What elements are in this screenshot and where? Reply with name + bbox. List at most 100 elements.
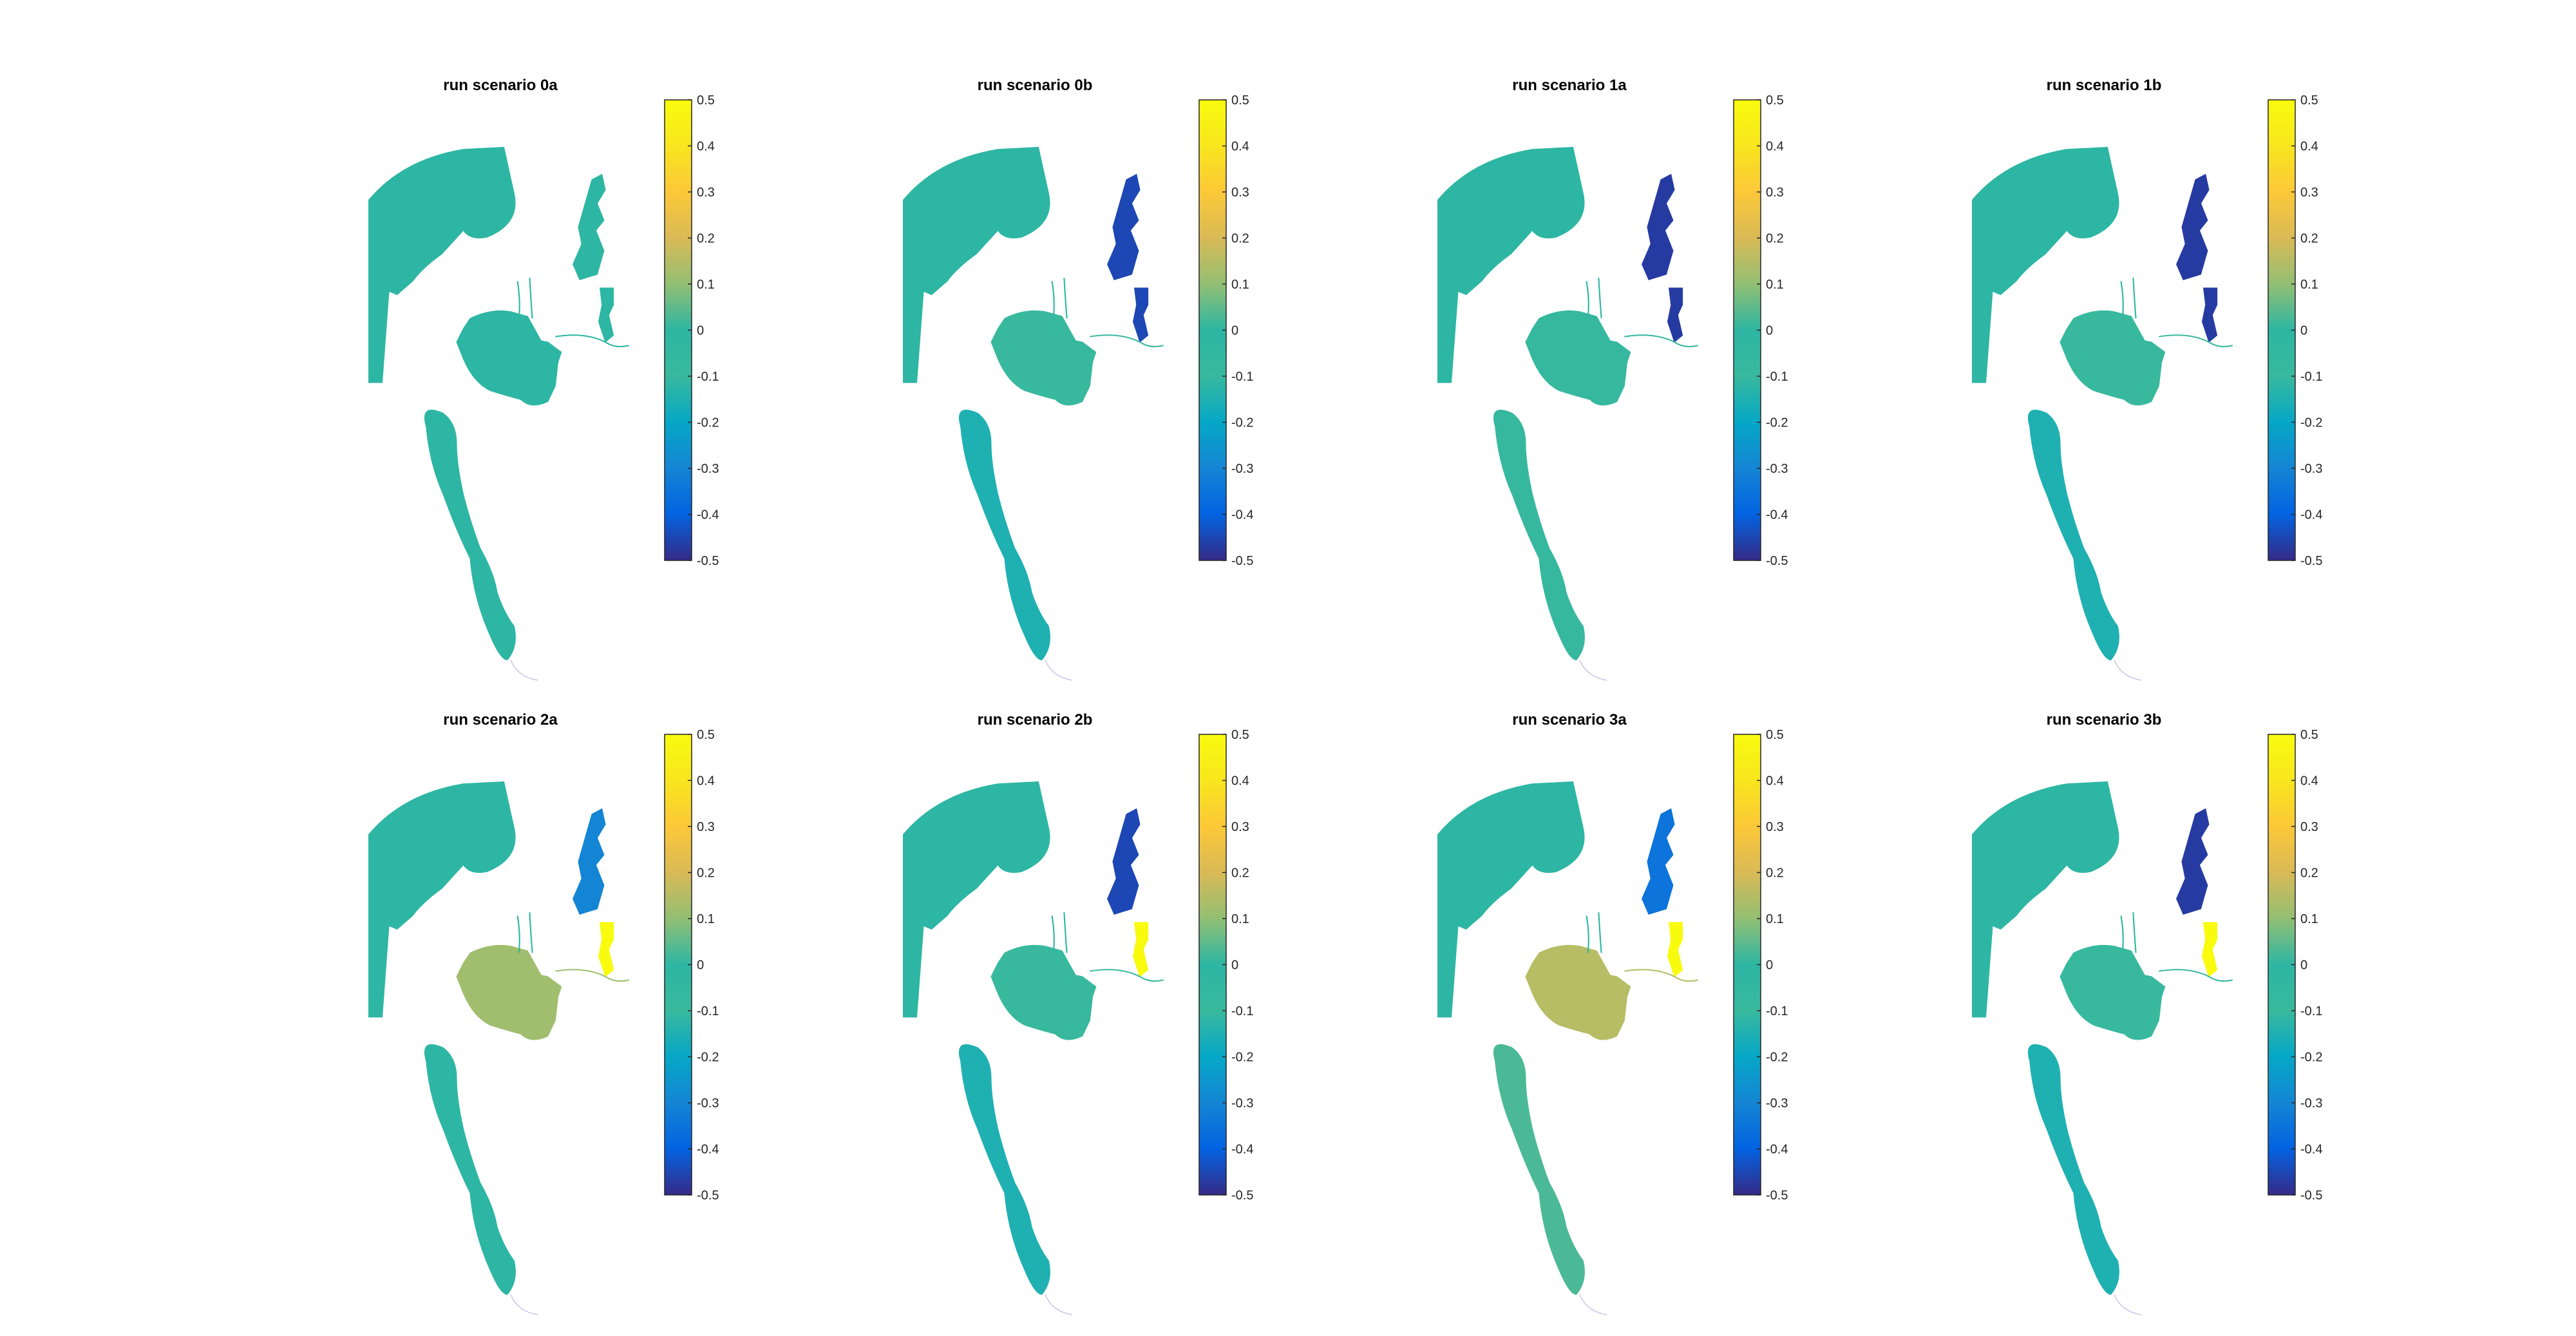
region-north-sea: [902, 781, 1050, 1018]
colorbar-tick-label: -0.2: [2300, 416, 2322, 430]
panel-3: run scenario 1a 0.5 0.4 0.3 0.2 0.1 0 -0.1 -0.2 -…: [1437, 77, 1788, 681]
panel-5: run scenario 2a 0.5 0.4 0.3 0.2 0.1 0 -0.1 -0.2 -…: [368, 711, 719, 1315]
colorbar-tick-label: 0.5: [1231, 93, 1249, 108]
map-plot: [368, 781, 630, 1315]
river-channel: [1090, 334, 1164, 348]
river-channel: [1045, 1294, 1073, 1315]
colorbar-tick-label: 0.1: [1231, 278, 1249, 292]
river-channel: [516, 912, 533, 953]
panel-title: run scenario 3a: [1512, 711, 1627, 729]
region-basin: [1525, 944, 1631, 1040]
colorbar-tick-label: -0.1: [2300, 1004, 2322, 1018]
colorbar: [664, 99, 692, 561]
panel-title: run scenario 0a: [443, 77, 558, 94]
colorbar-tick-label: 0.2: [2300, 232, 2318, 246]
map-plot: [1437, 147, 1699, 681]
panel-title: run scenario 2b: [978, 711, 1093, 729]
colorbar-tick-label: -0.2: [1766, 1051, 1788, 1065]
region-basin: [456, 944, 562, 1040]
river-channel: [1051, 912, 1068, 953]
map-plot: [1437, 781, 1699, 1315]
colorbar-tick-label: -0.4: [1766, 508, 1788, 522]
colorbar-tick-label: -0.2: [1231, 1051, 1253, 1065]
colorbar-tick-label: -0.1: [1231, 370, 1253, 384]
region-south-estuary: [424, 410, 516, 661]
colorbar-tick-label: 0.5: [1766, 93, 1784, 108]
colorbar-tick-label: -0.1: [2300, 370, 2322, 384]
colorbar-tick-label: 0.3: [2300, 820, 2318, 834]
colorbar-tick-label: -0.1: [1231, 1004, 1253, 1018]
colorbar-tick-label: 0.3: [2300, 186, 2318, 200]
region-south-estuary: [2027, 410, 2119, 661]
colorbar-tick-label: 0.5: [2300, 93, 2318, 108]
colorbar-tick-label: 0.5: [697, 93, 715, 108]
river-channel: [2159, 969, 2233, 982]
river-channel: [1051, 278, 1068, 319]
colorbar-tick-label: 0.5: [1231, 728, 1249, 742]
colorbar-tick-label: 0.1: [1766, 278, 1784, 292]
colorbar-tick-label: 0: [697, 324, 704, 338]
colorbar-tick-label: 0.5: [697, 728, 715, 742]
colorbar-tick-label: 0.5: [2300, 728, 2318, 742]
map-plot: [1971, 781, 2233, 1315]
region-upper-side: [1132, 922, 1149, 977]
colorbar-tick-label: -0.3: [697, 1096, 719, 1111]
colorbar-tick-label: -0.5: [2300, 554, 2322, 568]
colorbar-tick-label: -0.4: [1231, 1143, 1253, 1157]
region-upper-side: [1667, 922, 1683, 977]
colorbar-tick-label: -0.4: [697, 1143, 719, 1157]
colorbar-tick-label: 0.2: [697, 866, 715, 881]
region-upper-river: [1107, 173, 1141, 281]
colorbar-tick-label: -0.2: [1766, 416, 1788, 430]
colorbar-tick-label: -0.1: [697, 370, 719, 384]
region-north-sea: [1971, 147, 2119, 383]
colorbar-tick-label: -0.2: [2300, 1051, 2322, 1065]
region-upper-side: [2201, 287, 2218, 343]
region-north-sea: [1437, 781, 1585, 1018]
colorbar-tick-label: -0.3: [697, 462, 719, 476]
colorbar-tick-label: -0.5: [1231, 554, 1253, 568]
colorbar-tick-label: -0.1: [1766, 370, 1788, 384]
colorbar-tick-label: -0.2: [1231, 416, 1253, 430]
panel-6: run scenario 2b 0.5 0.4 0.3 0.2 0.1 0 -0.1 -0.2 -…: [902, 711, 1253, 1315]
river-channel: [516, 278, 533, 319]
map-plot: [902, 147, 1164, 681]
region-upper-side: [598, 922, 614, 977]
colorbar: [664, 734, 692, 1196]
region-basin: [456, 310, 562, 406]
colorbar-tick-label: 0.1: [697, 912, 715, 926]
region-basin: [2060, 944, 2166, 1040]
river-channel: [2120, 278, 2137, 319]
colorbar-tick-label: 0.4: [697, 774, 715, 788]
region-south-estuary: [424, 1044, 516, 1295]
colorbar: [1733, 99, 1761, 561]
colorbar: [1733, 734, 1761, 1196]
region-upper-side: [598, 287, 614, 343]
region-basin: [2060, 310, 2166, 406]
panel-4: run scenario 1b 0.5 0.4 0.3 0.2 0.1 0 -0.1 -0.2 -…: [1971, 77, 2322, 681]
colorbar-tick-label: -0.4: [697, 508, 719, 522]
colorbar-tick-label: 0.1: [1231, 912, 1249, 926]
river-channel: [1586, 278, 1602, 319]
river-channel: [555, 969, 630, 982]
region-south-estuary: [958, 410, 1050, 661]
colorbar-tick-label: -0.5: [1766, 554, 1788, 568]
river-channel: [1579, 660, 1607, 681]
colorbar-tick-label: 0.2: [2300, 866, 2318, 881]
map-plot: [368, 147, 630, 681]
colorbar-tick-label: -0.3: [2300, 462, 2322, 476]
colorbar-tick-label: 0.3: [1231, 186, 1249, 200]
river-channel: [2114, 660, 2142, 681]
colorbar-tick-label: 0.4: [2300, 774, 2318, 788]
river-channel: [1045, 660, 1073, 681]
colorbar: [2268, 99, 2296, 561]
colorbar: [2268, 734, 2296, 1196]
river-channel: [1624, 969, 1699, 982]
colorbar: [1198, 99, 1227, 561]
region-upper-side: [1132, 287, 1149, 343]
colorbar-tick-label: -0.5: [697, 1188, 719, 1203]
region-south-estuary: [2027, 1044, 2119, 1295]
colorbar-tick-label: 0: [1231, 959, 1238, 973]
panel-title: run scenario 0b: [978, 77, 1093, 94]
